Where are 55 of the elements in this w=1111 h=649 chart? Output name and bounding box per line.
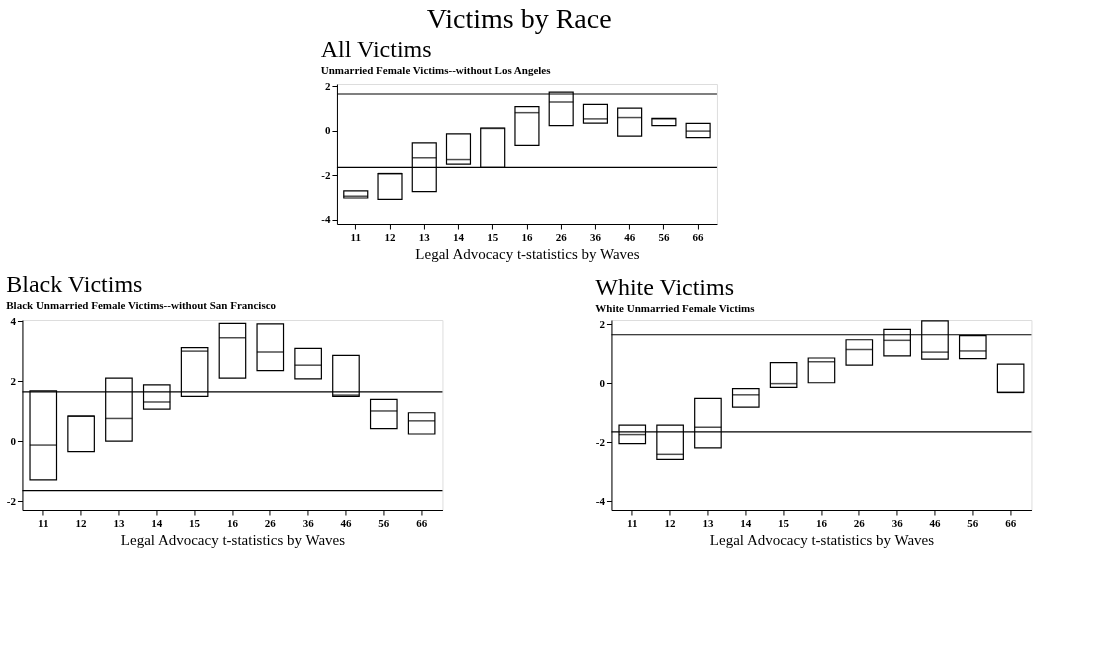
x-tick-label: 56 xyxy=(967,516,979,529)
y-tick-label: 4 xyxy=(10,315,17,327)
x-tick-label: 15 xyxy=(487,230,499,243)
x-tick-label: 66 xyxy=(692,230,705,243)
y-tick-label: 2 xyxy=(599,317,606,330)
x-tick-label: 56 xyxy=(378,516,390,529)
x-tick-label: 46 xyxy=(340,516,352,529)
x-tick-label: 12 xyxy=(664,516,677,529)
x-tick-label: 26 xyxy=(853,516,866,529)
x-tick-label: 36 xyxy=(891,516,904,529)
x-tick-label: 15 xyxy=(189,516,201,529)
y-tick-label: 2 xyxy=(324,79,331,92)
x-tick-label: 66 xyxy=(1005,516,1017,529)
x-tick-label: 46 xyxy=(929,516,941,529)
y-tick-label: 2 xyxy=(10,374,17,387)
y-tick-label: -4 xyxy=(595,494,606,507)
x-tick-label: 15 xyxy=(778,516,790,529)
x-tick-label: 26 xyxy=(264,516,277,529)
x-tick-label: 11 xyxy=(627,516,638,529)
x-tick-label: 14 xyxy=(452,230,465,243)
x-tick-label: 11 xyxy=(350,230,361,243)
chart-subtitle: Black Unmarried Female Victims--without San Francisco xyxy=(6,299,277,312)
x-axis-title: Legal Advocacy t-statistics by Waves xyxy=(120,531,346,548)
y-tick-label: 0 xyxy=(599,376,606,389)
x-tick-label: 16 xyxy=(521,230,533,243)
x-tick-label: 16 xyxy=(226,516,239,529)
chart-subtitle: Unmarried Female Victims--without Los Angeles xyxy=(320,64,552,77)
x-tick-label: 26 xyxy=(555,230,568,243)
x-tick-label: 12 xyxy=(384,230,397,243)
x-tick-label: 13 xyxy=(418,230,431,243)
x-tick-label: 36 xyxy=(589,230,602,243)
y-tick-label: 0 xyxy=(324,124,331,137)
y-tick-label: -4 xyxy=(321,213,331,226)
y-tick-label: 0 xyxy=(10,434,17,447)
x-tick-label: 12 xyxy=(75,516,88,529)
x-tick-label: 66 xyxy=(416,516,428,529)
x-axis-title: Legal Advocacy t-statistics by Waves xyxy=(709,531,935,548)
x-tick-label: 46 xyxy=(624,230,636,243)
x-tick-label: 14 xyxy=(151,516,163,529)
x-tick-label: 11 xyxy=(38,516,49,529)
x-axis-title: Legal Advocacy t-statistics by Waves xyxy=(415,245,640,262)
x-tick-label: 13 xyxy=(113,516,125,529)
x-tick-label: 14 xyxy=(740,516,752,529)
chart-title: White Victims xyxy=(595,274,735,301)
text: Victims by Race xyxy=(426,2,612,34)
y-tick-label: -2 xyxy=(321,168,331,181)
chart-title: Black Victims xyxy=(6,271,143,298)
x-tick-label: 36 xyxy=(302,516,315,529)
x-tick-label: 56 xyxy=(658,230,670,243)
x-tick-label: 16 xyxy=(815,516,828,529)
x-tick-label: 13 xyxy=(702,516,714,529)
chart-title: All Victims xyxy=(320,36,432,63)
y-tick-label: -2 xyxy=(6,494,17,507)
y-tick-label: -2 xyxy=(595,435,606,448)
chart-subtitle: White Unmarried Female Victims xyxy=(595,302,756,315)
